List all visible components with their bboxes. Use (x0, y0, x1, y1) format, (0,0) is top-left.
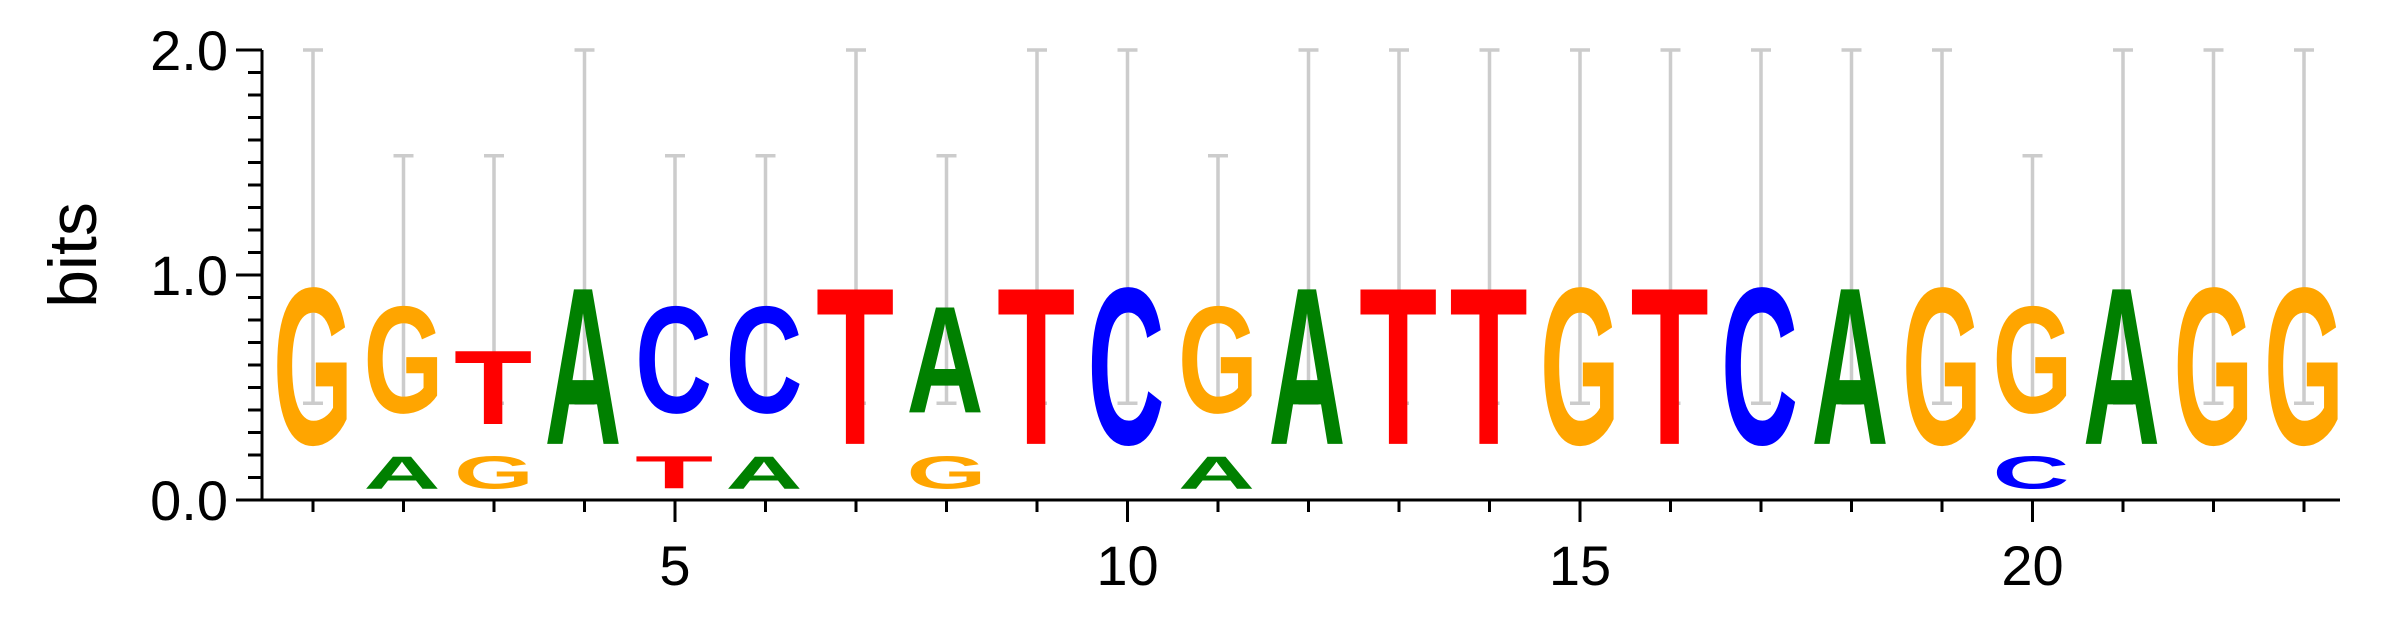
error-bar (484, 154, 504, 405)
logo-letter-G: G (454, 446, 534, 498)
logo-letter-A: A (1812, 242, 1889, 492)
error-bar (1208, 154, 1228, 405)
logo-letter-C: C (1993, 446, 2070, 498)
logo-letter-T: T (1631, 241, 1709, 492)
logo-letter-G: G (364, 274, 444, 445)
logo-letter-T: T (1359, 241, 1437, 492)
error-bar (936, 154, 957, 405)
error-bar (1298, 48, 1319, 405)
error-bar (2294, 48, 2314, 405)
logo-letter-C: C (726, 274, 803, 444)
y-tick-label: 1.0 (150, 244, 228, 307)
logo-letter-A: A (2083, 242, 2160, 492)
error-bar (1932, 48, 1952, 405)
axes: 0.0 1.0 2.0 5 10 15 20 (150, 19, 2340, 597)
x-tick-label: 15 (1549, 534, 1611, 597)
error-bar (1389, 48, 1409, 405)
logo-letter-T: T (997, 241, 1075, 492)
logo-letter-T: T (454, 328, 532, 446)
error-bar (1841, 48, 1862, 405)
error-bar (393, 154, 414, 405)
error-bar (1027, 48, 1047, 405)
logo-letter-C: C (1721, 242, 1798, 492)
error-bar (574, 48, 595, 405)
y-tick-label: 0.0 (150, 469, 228, 532)
error-bar (2203, 48, 2224, 405)
logo-letter-T: T (1450, 241, 1528, 492)
error-bar (1751, 48, 1771, 405)
logo-letter-T: T (816, 241, 894, 492)
y-axis-label: bits (35, 202, 111, 308)
logo-letter-A: A (1178, 446, 1255, 498)
logo-letter-A: A (1269, 242, 1346, 492)
logo-letter-G: G (907, 446, 987, 498)
logo-letter-G: G (2264, 241, 2344, 492)
logo-letter-G: G (1993, 274, 2073, 445)
logo-letter-T: T (635, 447, 713, 499)
logo-letter-G: G (1902, 241, 1982, 492)
error-bar (1660, 48, 1681, 405)
error-bar (1479, 48, 1500, 405)
error-bar (665, 154, 685, 405)
x-tick-label: 20 (2001, 534, 2063, 597)
error-bar (303, 48, 323, 405)
x-tick-label: 5 (659, 534, 690, 597)
logo-letter-G: G (2174, 241, 2254, 492)
logo-letter-A: A (726, 446, 803, 498)
logo-letter-C: C (635, 274, 712, 444)
error-bars (303, 48, 2314, 405)
logo-letter-G: G (273, 241, 353, 492)
logo-letter-C: C (1088, 242, 1165, 492)
logo-letter-A: A (545, 242, 622, 492)
logo-letter-G: G (1540, 241, 1620, 492)
logo-letter-G: G (1178, 274, 1258, 445)
error-bar (2113, 48, 2133, 405)
error-bar (1117, 48, 1138, 405)
y-tick-label: 2.0 (150, 19, 228, 82)
logo-letter-A: A (907, 274, 984, 444)
error-bar (846, 48, 866, 405)
logo-letter-A: A (364, 446, 441, 498)
error-bar (1570, 48, 1590, 405)
error-bar (2022, 154, 2043, 405)
x-tick-label: 10 (1096, 534, 1158, 597)
error-bar (755, 154, 776, 405)
